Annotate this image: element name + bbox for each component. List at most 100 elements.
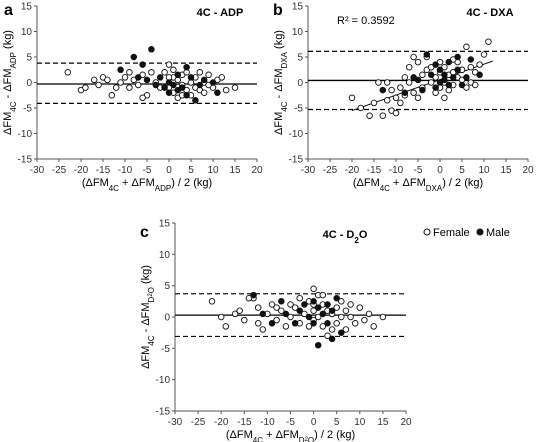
- x-tick-label: -25: [52, 165, 67, 176]
- y-tick-label: 15: [292, 2, 304, 13]
- x-tick-label: -10: [389, 165, 404, 176]
- male-data-point: [170, 81, 177, 89]
- chart-panel-b: -15 -10 -5 0 5 10 15 -30 -25 -20 -15 -10 -5 0 5 10 15 20 4…: [273, 2, 534, 193]
- male-data-point: [441, 76, 448, 84]
- female-data-point: [231, 310, 239, 318]
- male-data-point: [259, 310, 267, 318]
- female-data-point: [347, 301, 354, 308]
- female-data-point: [338, 298, 345, 305]
- female-data-point: [379, 313, 387, 321]
- female-data-point: [287, 301, 294, 308]
- male-data-point: [310, 320, 317, 327]
- female-data-point: [104, 76, 111, 84]
- x-tick-label: -15: [237, 417, 252, 428]
- male-data-point: [419, 86, 426, 94]
- female-data-point: [351, 320, 359, 327]
- male-data-point: [130, 53, 138, 61]
- female-data-point: [463, 43, 470, 51]
- male-data-point: [278, 298, 285, 305]
- female-data-point: [392, 94, 400, 102]
- male-data-point: [445, 58, 453, 66]
- female-data-point: [401, 74, 409, 81]
- y-tick-label: 5: [164, 281, 170, 292]
- x-tick-label: -25: [191, 417, 206, 428]
- panel-label: c: [140, 224, 149, 241]
- x-tick-label: 10: [207, 165, 219, 176]
- female-data-point: [410, 53, 417, 61]
- chart-title: 4C - D2O: [323, 229, 368, 245]
- male-data-point: [139, 61, 146, 68]
- female-data-point: [82, 84, 89, 91]
- male-data-point: [305, 313, 313, 321]
- female-data-point: [383, 97, 391, 104]
- female-data-point: [414, 94, 422, 102]
- male-data-point: [423, 51, 431, 58]
- female-data-point: [273, 304, 280, 311]
- female-data-point: [296, 294, 303, 302]
- x-axis-label: (ΔFM4C + ΔFMD2O) / 2 (kg): [226, 429, 355, 442]
- female-data-point: [305, 323, 313, 330]
- x-tick-label: 10: [478, 165, 490, 176]
- x-tick-label: 0: [166, 165, 172, 176]
- female-data-point: [282, 323, 290, 330]
- female-data-point: [134, 81, 142, 89]
- female-data-point: [170, 66, 177, 74]
- x-tick-label: 20: [251, 165, 263, 176]
- legend: Female Male: [423, 227, 510, 239]
- female-data-point: [139, 94, 146, 102]
- y-axis-label: ΔFM4C - ΔFMDXA (kg): [273, 30, 289, 135]
- female-data-point: [476, 61, 483, 68]
- x-tick-label: 5: [334, 417, 340, 428]
- legend-female-marker: [423, 228, 431, 236]
- x-tick-label: 15: [229, 165, 241, 176]
- legend-female-label: Female: [433, 227, 470, 239]
- female-data-point: [397, 99, 404, 107]
- female-data-point: [410, 89, 417, 96]
- chart-panel-c: -15 -10 -5 0 5 10 15 -30 -25 -20 -15 -10 -5 0 5 10 15 20 4…: [140, 219, 412, 442]
- y-tick-label: -15: [289, 155, 304, 166]
- female-data-point: [217, 313, 225, 321]
- x-tick-label: 0: [311, 417, 317, 428]
- male-data-point: [328, 307, 336, 314]
- female-data-point: [361, 316, 368, 324]
- male-data-point: [161, 84, 168, 91]
- male-data-point: [427, 71, 435, 79]
- female-data-point: [333, 320, 340, 327]
- female-data-point: [342, 307, 350, 314]
- female-data-point: [208, 298, 216, 305]
- x-tick-label: -30: [168, 417, 183, 428]
- female-data-point: [241, 316, 248, 324]
- male-data-point: [310, 298, 317, 305]
- y-tick-label: -10: [156, 375, 171, 386]
- panel-label: a: [4, 2, 13, 19]
- female-data-point: [95, 81, 102, 89]
- male-data-point: [476, 71, 483, 79]
- male-data-point: [174, 71, 182, 79]
- y-tick-label: 0: [26, 78, 32, 89]
- female-data-point: [287, 313, 294, 321]
- female-data-point: [117, 79, 124, 86]
- x-tick-label: 0: [437, 165, 443, 176]
- female-data-point: [467, 63, 475, 71]
- male-data-point: [324, 320, 331, 327]
- female-data-point: [485, 38, 492, 45]
- female-data-point: [310, 307, 317, 314]
- female-data-point: [414, 58, 422, 66]
- male-data-point: [432, 84, 439, 91]
- x-tick-label: 15: [500, 165, 512, 176]
- female-data-point: [319, 323, 327, 330]
- y-tick-label: -5: [294, 104, 303, 115]
- x-tick-label: -30: [30, 165, 45, 176]
- x-tick-label: -15: [367, 165, 382, 176]
- male-data-point: [209, 79, 217, 86]
- y-tick-label: 5: [26, 53, 32, 64]
- female-data-point: [205, 71, 212, 79]
- male-data-point: [333, 294, 340, 302]
- y-tick-label: 10: [292, 27, 304, 38]
- male-data-point: [314, 341, 322, 349]
- male-data-point: [192, 97, 199, 104]
- y-tick-label: -10: [18, 129, 33, 140]
- x-tick-label: 5: [188, 165, 194, 176]
- male-data-point: [156, 74, 164, 81]
- male-data-point: [268, 320, 276, 327]
